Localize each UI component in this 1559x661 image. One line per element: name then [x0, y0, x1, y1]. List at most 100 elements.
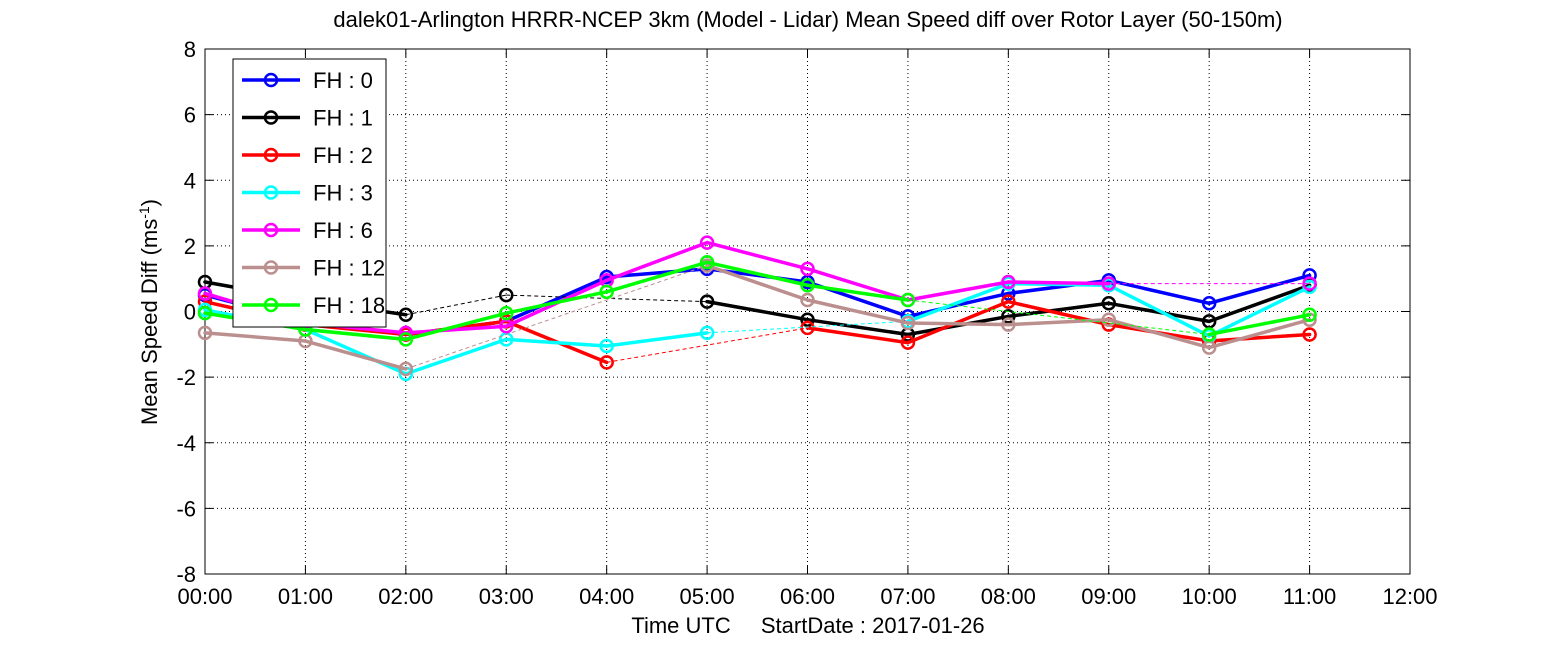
series-line-segment — [805, 298, 910, 325]
series-line-segment — [1006, 301, 1111, 319]
legend-label: FH : 12 — [313, 256, 385, 281]
series-line-segment — [705, 260, 810, 287]
series-line-segment — [705, 263, 810, 302]
legend-marker-swatch — [263, 110, 279, 125]
y-tick-label: 4 — [184, 168, 196, 193]
legend-entry: FH : 18 — [242, 293, 385, 318]
data-point-marker — [398, 332, 414, 347]
series-line-segment — [303, 339, 408, 371]
data-point-marker — [699, 235, 715, 250]
legend-entry: FH : 2 — [242, 143, 373, 168]
series-line-segment — [404, 337, 508, 376]
x-tick-label: 10:00 — [1182, 584, 1237, 609]
legend-entry: FH : 1 — [242, 106, 373, 131]
y-tick-label: -2 — [176, 365, 196, 390]
legend-entry: FH : 0 — [242, 68, 373, 93]
series-line-segment — [604, 260, 709, 294]
series-line-segment — [504, 337, 609, 348]
x-tick-label: 08:00 — [981, 584, 1036, 609]
x-axis-label: Time UTC StartDate : 2017-01-26 — [631, 613, 984, 638]
data-point-marker — [800, 292, 815, 308]
y-tick-label: -8 — [176, 562, 196, 587]
series-gap-link — [405, 294, 507, 316]
series-line-segment — [906, 281, 1011, 324]
series-gap-link — [907, 299, 1210, 335]
legend-label: FH : 3 — [313, 181, 373, 206]
y-tick-label: 6 — [184, 103, 196, 128]
series-line-segment — [404, 311, 508, 342]
series-line-segment — [1207, 273, 1312, 306]
y-axis-label-close: ) — [137, 199, 162, 206]
data-point-marker — [398, 307, 414, 323]
series-line-segment — [906, 280, 1011, 302]
series-line-segment — [906, 321, 1011, 327]
series-line-segment — [604, 240, 709, 283]
series-line-segment — [303, 327, 408, 342]
series-line-segment — [805, 267, 910, 302]
series-line-segment — [1207, 317, 1312, 350]
series-line-segment — [604, 331, 709, 348]
legend-entry: FH : 3 — [242, 181, 373, 206]
x-tick-label: 09:00 — [1081, 584, 1136, 609]
data-point-marker — [599, 355, 614, 370]
series-line-segment — [1107, 317, 1211, 350]
data-point-marker — [197, 286, 213, 301]
y-tick-label: -6 — [176, 496, 196, 521]
series-line-segment — [1207, 285, 1312, 338]
data-point-marker — [1101, 276, 1116, 291]
data-point-marker — [800, 278, 815, 293]
series-line-segment — [203, 331, 308, 343]
legend-entry: FH : 6 — [242, 218, 373, 243]
y-axis-label-main: Mean Speed Diff (ms — [137, 219, 162, 425]
y-tick-label: -4 — [176, 431, 196, 456]
series-line-segment — [1006, 317, 1111, 327]
legend-marker-swatch — [263, 222, 279, 238]
data-point-marker — [197, 325, 213, 341]
legend-marker-swatch — [263, 147, 279, 163]
series-line-segment — [1207, 332, 1312, 343]
data-point-marker — [800, 312, 815, 327]
data-point-marker — [599, 284, 614, 300]
data-point-marker — [1302, 327, 1317, 342]
legend-label: FH : 2 — [313, 143, 373, 168]
data-point-marker — [499, 305, 514, 321]
data-point-marker — [599, 338, 614, 354]
legend-marker-swatch — [263, 260, 279, 275]
series-3 — [197, 276, 1317, 382]
y-axis-label-exponent: -1 — [136, 206, 152, 219]
data-point-marker — [900, 335, 916, 350]
x-axis-label-startdate: StartDate : 2017-01-26 — [761, 613, 985, 638]
y-tick-label: 0 — [184, 300, 196, 325]
data-point-marker — [1001, 309, 1016, 324]
legend-marker-swatch — [263, 72, 279, 88]
data-point-marker — [699, 294, 715, 309]
data-point-marker — [1101, 312, 1116, 327]
x-tick-label: 12:00 — [1382, 584, 1437, 609]
series-line-segment — [404, 324, 508, 335]
series-line-segment — [303, 327, 408, 376]
data-point-marker — [699, 325, 715, 341]
data-point-marker — [1302, 307, 1317, 323]
x-tick-label: 03:00 — [479, 584, 534, 609]
x-tick-label: 00:00 — [177, 584, 232, 609]
legend: FH : 0 FH : 1 FH : 2 FH : 3 FH : 6 FH : 12 FH … — [232, 58, 387, 328]
series-line-segment — [705, 299, 810, 322]
axis-ticks: 00:00 01:00 02:00 03:00 04:00 05:00 06:00 07:00… — [176, 37, 1437, 609]
series-line-segment — [1107, 283, 1211, 338]
x-tick-label: 06:00 — [780, 584, 835, 609]
series-line-segment — [504, 290, 609, 315]
data-point-marker — [1302, 276, 1317, 291]
data-point-marker — [499, 287, 514, 303]
data-point-marker — [1201, 296, 1217, 311]
data-point-marker — [1101, 296, 1116, 311]
series-gap-link — [707, 320, 908, 334]
x-tick-label: 11:00 — [1283, 584, 1336, 609]
series-line-segment — [1207, 283, 1312, 324]
chart-title: dalek01-Arlington HRRR-NCEP 3km (Model -… — [333, 7, 1282, 32]
data-point-marker — [1001, 317, 1016, 332]
x-tick-label: 07:00 — [880, 584, 935, 609]
series-line-segment — [805, 326, 910, 345]
legend-label: FH : 18 — [313, 293, 385, 318]
